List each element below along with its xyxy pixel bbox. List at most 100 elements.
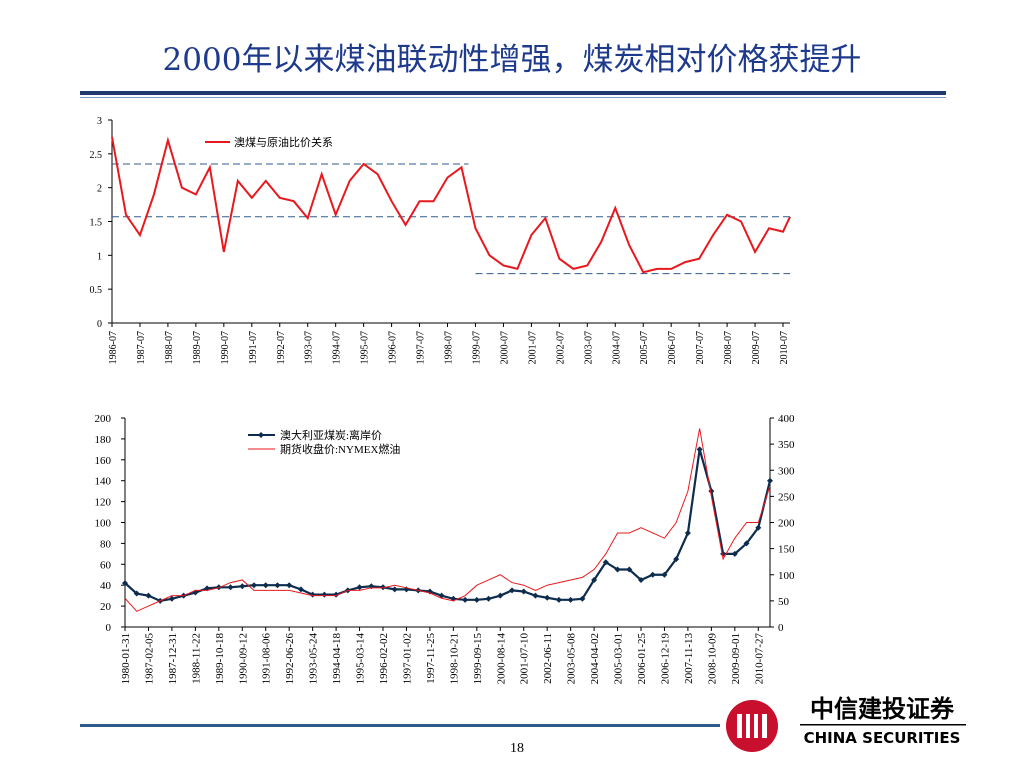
x-tick-label: 1996-02-02	[378, 633, 390, 684]
point-marker	[614, 566, 621, 573]
y2-tick-label: 100	[778, 570, 795, 582]
legend-label: 期货收盘价:NYMEX燃油	[280, 442, 400, 456]
y2-tick-label: 400	[778, 413, 795, 425]
x-tick-label: 1989-07	[192, 331, 203, 364]
y2-tick-label: 200	[778, 518, 795, 530]
point-marker	[649, 571, 656, 578]
x-tick-label: 2009-09-01	[730, 633, 742, 684]
line-series	[124, 428, 771, 612]
x-tick-label: 2002-06-11	[542, 633, 554, 684]
x-tick-label: 2002-07	[555, 331, 566, 364]
footer-rule	[80, 724, 720, 727]
point-marker	[297, 586, 304, 593]
point-marker	[755, 524, 762, 531]
point-marker	[321, 591, 328, 598]
x-tick-label: 1992-06-26	[284, 633, 296, 685]
slide-title: 2000年以来煤油联动性增强，煤炭相对价格获提升	[163, 42, 862, 78]
y-tick-label: 120	[95, 497, 112, 509]
x-tick-label: 1990-09-12	[237, 633, 249, 684]
y-tick-label: 40	[100, 580, 112, 592]
point-marker	[380, 584, 386, 591]
title-rule	[80, 91, 946, 95]
x-tick-label: 1994-04-18	[331, 633, 343, 685]
x-tick-label: 2009-07	[751, 331, 762, 364]
point-marker	[122, 580, 128, 587]
point-marker	[661, 571, 668, 578]
point-marker	[473, 596, 480, 603]
y-tick-label: 1.5	[90, 218, 103, 229]
y-tick-label: 3	[97, 116, 102, 127]
legend-marker	[258, 432, 264, 438]
x-tick-label: 2003-07	[583, 331, 594, 364]
logo-bar	[742, 714, 746, 738]
x-tick-label: 1999-07	[471, 331, 482, 364]
y-tick-label: 2.5	[90, 150, 103, 161]
point-marker	[638, 576, 644, 583]
x-tick-label: 2003-05-08	[566, 633, 578, 685]
point-marker	[509, 587, 515, 594]
x-tick-label: 1997-07	[416, 331, 427, 364]
x-tick-label: 1998-07	[444, 331, 455, 364]
point-marker	[274, 582, 281, 589]
y2-tick-label: 150	[778, 544, 795, 556]
point-marker	[497, 592, 504, 599]
line-series	[124, 449, 772, 603]
point-marker	[145, 592, 152, 599]
x-tick-label: 1993-05-24	[308, 633, 320, 685]
point-marker	[767, 477, 773, 484]
x-tick-label: 1993-07	[304, 331, 315, 364]
x-tick-label: 1986-07	[108, 331, 119, 364]
title-rule-thin	[80, 97, 946, 98]
point-marker	[485, 595, 492, 602]
x-tick-label: 1988-11-22	[190, 633, 202, 684]
x-tick-label: 1990-07	[220, 331, 231, 364]
point-marker	[579, 595, 586, 602]
x-tick-label: 1995-03-14	[355, 633, 367, 685]
x-tick-label: 1987-07	[136, 331, 147, 364]
point-marker	[555, 596, 562, 603]
point-marker	[239, 583, 246, 590]
y-tick-label: 20	[100, 601, 112, 613]
point-marker	[227, 584, 234, 591]
point-marker	[708, 488, 715, 495]
point-marker	[168, 595, 175, 602]
y-tick-label: 180	[95, 434, 112, 446]
y-tick-label: 0	[97, 319, 102, 330]
x-tick-label: 2007-11-13	[683, 633, 695, 684]
y-tick-label: 0	[106, 622, 112, 634]
x-tick-label: 1996-07	[388, 331, 399, 364]
x-tick-label: 1997-11-25	[425, 633, 437, 684]
y2-tick-label: 250	[778, 491, 795, 503]
point-marker	[262, 582, 269, 589]
x-tick-label: 1988-07	[164, 331, 175, 364]
y-tick-label: 140	[95, 476, 112, 488]
legend-label: 澳大利亚煤炭:离岸价	[280, 428, 382, 442]
point-marker	[743, 540, 750, 547]
y2-tick-label: 50	[778, 596, 790, 608]
line-series	[111, 136, 791, 274]
logo-cn: 中信建投证券	[810, 695, 955, 723]
point-marker	[626, 566, 633, 573]
x-tick-label: 1991-08-06	[261, 633, 273, 685]
point-marker	[251, 582, 257, 589]
y-tick-label: 100	[95, 518, 112, 530]
page-number: 18	[510, 741, 524, 756]
point-marker	[591, 576, 598, 583]
x-tick-label: 2001-07-10	[519, 633, 531, 685]
x-tick-label: 2004-07	[611, 331, 622, 364]
x-tick-label: 1999-09-15	[472, 633, 484, 685]
x-tick-label: 1987-02-05	[143, 633, 155, 685]
x-tick-label: 2005-03-01	[613, 633, 625, 684]
x-tick-label: 1998-10-21	[448, 633, 460, 684]
y2-tick-label: 350	[778, 439, 795, 451]
y-tick-label: 1	[97, 251, 102, 262]
point-marker	[602, 559, 609, 566]
legend-label: 澳煤与原油比价关系	[234, 135, 333, 149]
point-marker	[520, 588, 527, 595]
x-tick-label: 2005-07	[639, 331, 650, 364]
x-tick-label: 2010-07	[779, 331, 790, 364]
point-marker	[673, 556, 680, 563]
y-tick-label: 80	[100, 538, 112, 550]
x-tick-label: 2004-04-02	[589, 633, 601, 684]
